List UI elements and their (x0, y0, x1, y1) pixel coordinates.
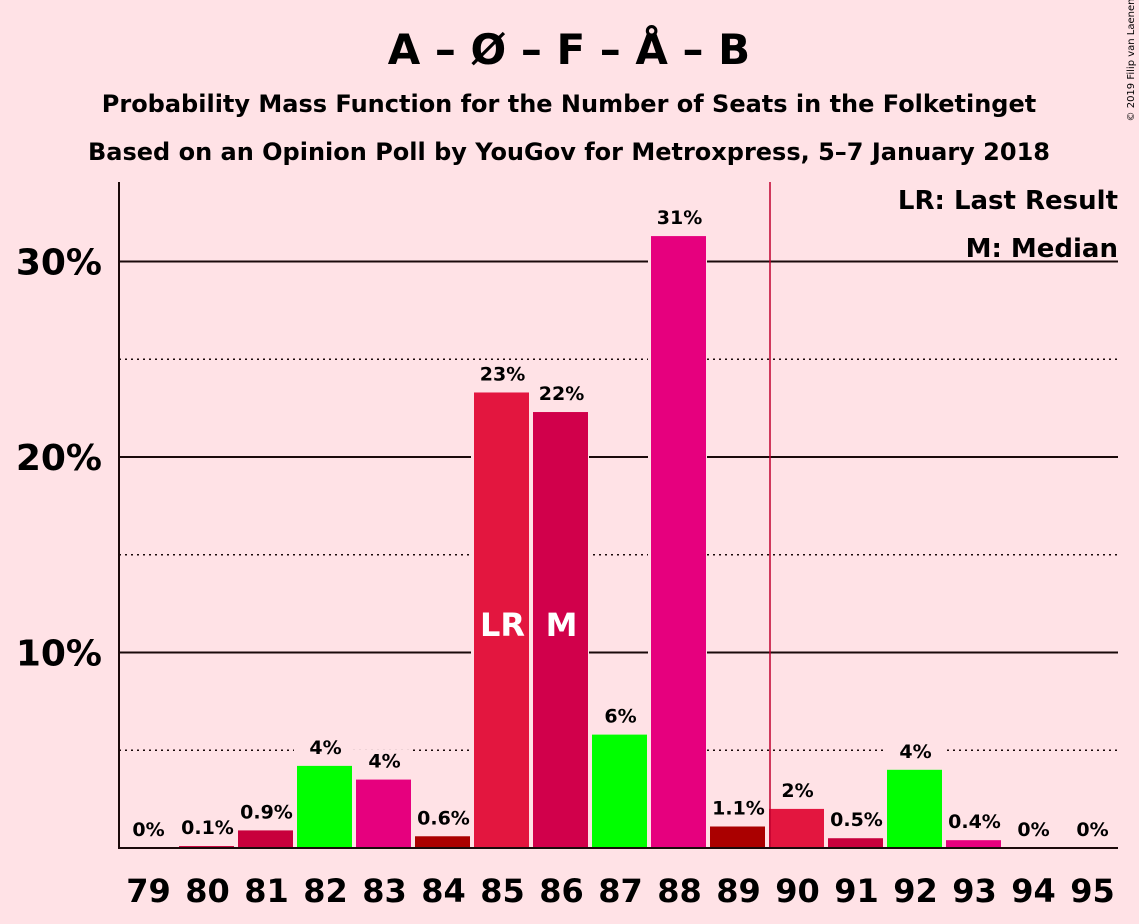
x-tick-label: 91 (834, 872, 879, 910)
x-tick-label: 92 (893, 872, 938, 910)
x-tick-label: 88 (657, 872, 702, 910)
x-tick-label: 79 (126, 872, 171, 910)
bars-layer: 0% 0.1% 0.9% 4% 4% 0.6% 23% LR 22% M 6% 31% 1.1% 2% 0.… (132, 206, 1108, 848)
x-tick-label: 89 (716, 872, 761, 910)
bar-value-label: 4% (899, 741, 931, 763)
bar-value-label: 22% (539, 383, 584, 405)
bar-value-label: 6% (604, 706, 636, 728)
bar-88 (651, 236, 706, 848)
x-tick-label: 95 (1070, 872, 1115, 910)
bar-value-label: 2% (781, 780, 813, 802)
bar-value-label: 0.6% (417, 807, 470, 829)
x-tick-label: 85 (480, 872, 525, 910)
chart-subtitle-2: Based on an Opinion Poll by YouGov for M… (88, 138, 1050, 166)
x-tick-label: 86 (539, 872, 584, 910)
bar-87 (592, 735, 647, 848)
bar-value-label: 1.1% (712, 797, 765, 819)
bar-value-label: 4% (368, 751, 400, 773)
bar-value-label: 31% (657, 207, 702, 229)
grid-layer (119, 262, 1118, 751)
x-tick-label: 84 (421, 872, 466, 910)
bar-value-label: 0.4% (948, 811, 1001, 833)
bar-value-label: 0% (1076, 819, 1108, 841)
legend-last-result: LR: Last Result (898, 186, 1118, 216)
in-bar-label-lr: LR (480, 606, 525, 644)
bar-91 (828, 838, 883, 848)
bar-89 (710, 826, 765, 848)
x-tick-label: 87 (598, 872, 643, 910)
legend-median: M: Median (966, 234, 1118, 264)
x-tick-label: 83 (362, 872, 407, 910)
bar-84 (415, 836, 470, 848)
bar-value-label: 23% (480, 363, 525, 385)
bar-81 (238, 830, 293, 848)
x-tick-label: 94 (1011, 872, 1056, 910)
bar-value-label: 0.9% (240, 801, 293, 823)
bar-value-label: 4% (309, 737, 341, 759)
bar-93 (946, 840, 1001, 848)
chart-title: A – Ø – F – Å – B (388, 24, 750, 74)
chart-subtitle-1: Probability Mass Function for the Number… (102, 90, 1036, 118)
x-tick-label: 81 (244, 872, 289, 910)
x-tick-label: 90 (775, 872, 820, 910)
y-tick-label: 20% (16, 438, 102, 479)
bar-value-label: 0.1% (181, 817, 234, 839)
bar-value-label: 0.5% (830, 809, 883, 831)
x-tick-label: 80 (185, 872, 230, 910)
bar-value-label: 0% (1017, 819, 1049, 841)
x-tick-label: 82 (303, 872, 348, 910)
bar-value-label: 0% (132, 819, 164, 841)
bar-92 (887, 770, 942, 848)
bar-83 (356, 780, 411, 848)
copyright-notice: © 2019 Filip van Laenen (1126, 0, 1137, 121)
bar-82 (297, 766, 352, 848)
in-bar-label-m: M (546, 606, 578, 644)
y-tick-label: 10% (16, 634, 102, 675)
y-tick-label: 30% (16, 243, 102, 284)
x-tick-label: 93 (952, 872, 997, 910)
bar-90 (769, 809, 824, 848)
